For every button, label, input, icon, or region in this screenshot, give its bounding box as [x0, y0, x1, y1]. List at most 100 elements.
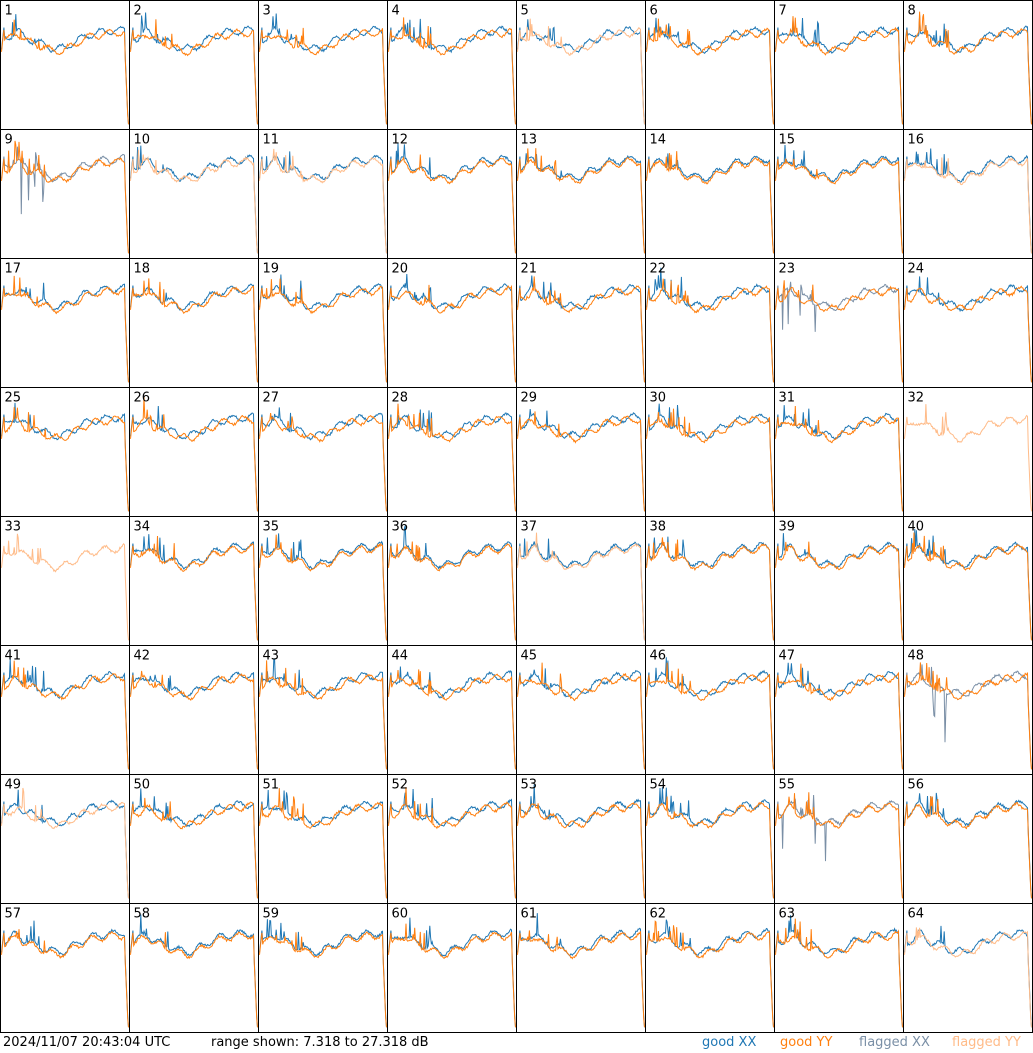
panel-label: 30 — [650, 391, 667, 406]
panel-frame — [387, 0, 517, 130]
series-yy-line — [388, 284, 516, 383]
series-yy-line — [1, 407, 129, 512]
legend-flagged-xx: flagged XX — [859, 1035, 930, 1050]
series-yy-line — [517, 411, 645, 512]
antenna-panel: 3 — [258, 0, 388, 130]
panel-label: 62 — [650, 907, 667, 922]
series-yy-line — [517, 662, 645, 770]
antenna-panel: 53 — [516, 774, 646, 904]
panel-frame — [516, 129, 646, 259]
antenna-panel: 28 — [387, 387, 517, 517]
panel-frame — [516, 0, 646, 130]
series-yy-line — [130, 149, 258, 254]
series-yy-line — [904, 285, 1032, 383]
panel-frame — [645, 129, 775, 259]
series-yy-line — [517, 18, 645, 125]
panel-label: 35 — [263, 520, 280, 535]
series-xx-line — [388, 525, 516, 641]
panel-frame — [258, 258, 388, 388]
panel-label: 36 — [392, 520, 409, 535]
panel-label: 18 — [134, 262, 151, 277]
panel-frame — [645, 903, 775, 1033]
panel-frame — [774, 258, 904, 388]
series-xx-line — [517, 275, 645, 383]
panel-frame — [129, 0, 259, 130]
series-yy-line — [388, 787, 516, 899]
antenna-panel: 24 — [903, 258, 1033, 388]
series-yy-line — [259, 660, 387, 770]
series-yy-line — [130, 670, 258, 770]
panel-frame — [129, 516, 259, 646]
series-yy-line — [130, 535, 258, 641]
panel-frame — [774, 129, 904, 259]
series-yy-line — [646, 408, 774, 512]
series-xx-line — [130, 788, 258, 899]
panel-frame — [129, 645, 259, 775]
antenna-panel: 10 — [129, 129, 259, 259]
antenna-panel: 20 — [387, 258, 517, 388]
panel-frame — [387, 129, 517, 259]
panel-label: 14 — [650, 133, 667, 148]
series-xx-line — [517, 19, 645, 125]
series-yy-line — [1, 929, 129, 1028]
series-yy-line — [1, 533, 129, 641]
panel-label: 55 — [779, 778, 796, 793]
series-yy-line — [517, 276, 645, 383]
series-yy-line — [259, 27, 387, 125]
panel-label: 38 — [650, 520, 667, 535]
series-xx-line — [517, 153, 645, 254]
antenna-panel: 17 — [0, 258, 130, 388]
series-yy-line — [904, 532, 1032, 641]
panel-label: 44 — [392, 649, 409, 664]
series-yy-line — [517, 930, 645, 1028]
antenna-panel: 19 — [258, 258, 388, 388]
antenna-panel: 57 — [0, 903, 130, 1033]
panel-label: 6 — [650, 4, 658, 19]
series-yy-line — [775, 792, 903, 899]
panel-label: 25 — [5, 391, 22, 406]
panel-label: 49 — [5, 778, 22, 793]
series-yy-line — [646, 151, 774, 254]
antenna-panel: 33 — [0, 516, 130, 646]
antenna-panel: 27 — [258, 387, 388, 517]
panel-label: 43 — [263, 649, 280, 664]
panel-label: 5 — [521, 4, 529, 19]
antenna-panel: 12 — [387, 129, 517, 259]
antenna-panel: 4 — [387, 0, 517, 130]
antenna-panel: 22 — [645, 258, 775, 388]
panel-frame — [645, 645, 775, 775]
timestamp: 2024/11/07 20:43:04 UTC — [3, 1035, 171, 1050]
panel-label: 12 — [392, 133, 409, 148]
antenna-panel: 5 — [516, 0, 646, 130]
panel-frame — [774, 903, 904, 1033]
series-yy-line — [775, 157, 903, 254]
panel-label: 40 — [908, 520, 925, 535]
series-xx-line — [388, 917, 516, 1028]
antenna-panel: 25 — [0, 387, 130, 517]
panel-label: 47 — [779, 649, 796, 664]
panel-label: 2 — [134, 4, 142, 19]
panel-frame — [258, 774, 388, 904]
series-yy-line — [1, 140, 129, 254]
antenna-panel: 51 — [258, 774, 388, 904]
panel-frame — [258, 645, 388, 775]
series-yy-line — [904, 157, 1032, 254]
series-yy-line — [775, 663, 903, 770]
panel-frame — [645, 387, 775, 517]
series-xx-line — [259, 919, 387, 1028]
series-yy-line — [1, 787, 129, 899]
series-yy-line — [259, 278, 387, 383]
panel-label: 23 — [779, 262, 796, 277]
panel-label: 33 — [5, 520, 22, 535]
antenna-panel: 29 — [516, 387, 646, 517]
antenna-panel: 54 — [645, 774, 775, 904]
panel-frame — [129, 774, 259, 904]
panel-label: 60 — [392, 907, 409, 922]
panel-frame — [387, 516, 517, 646]
panel-label: 59 — [263, 907, 280, 922]
series-yy-line — [1, 275, 129, 383]
antenna-panel: 13 — [516, 129, 646, 259]
series-yy-line — [388, 923, 516, 1028]
panel-label: 15 — [779, 133, 796, 148]
panel-label: 46 — [650, 649, 667, 664]
